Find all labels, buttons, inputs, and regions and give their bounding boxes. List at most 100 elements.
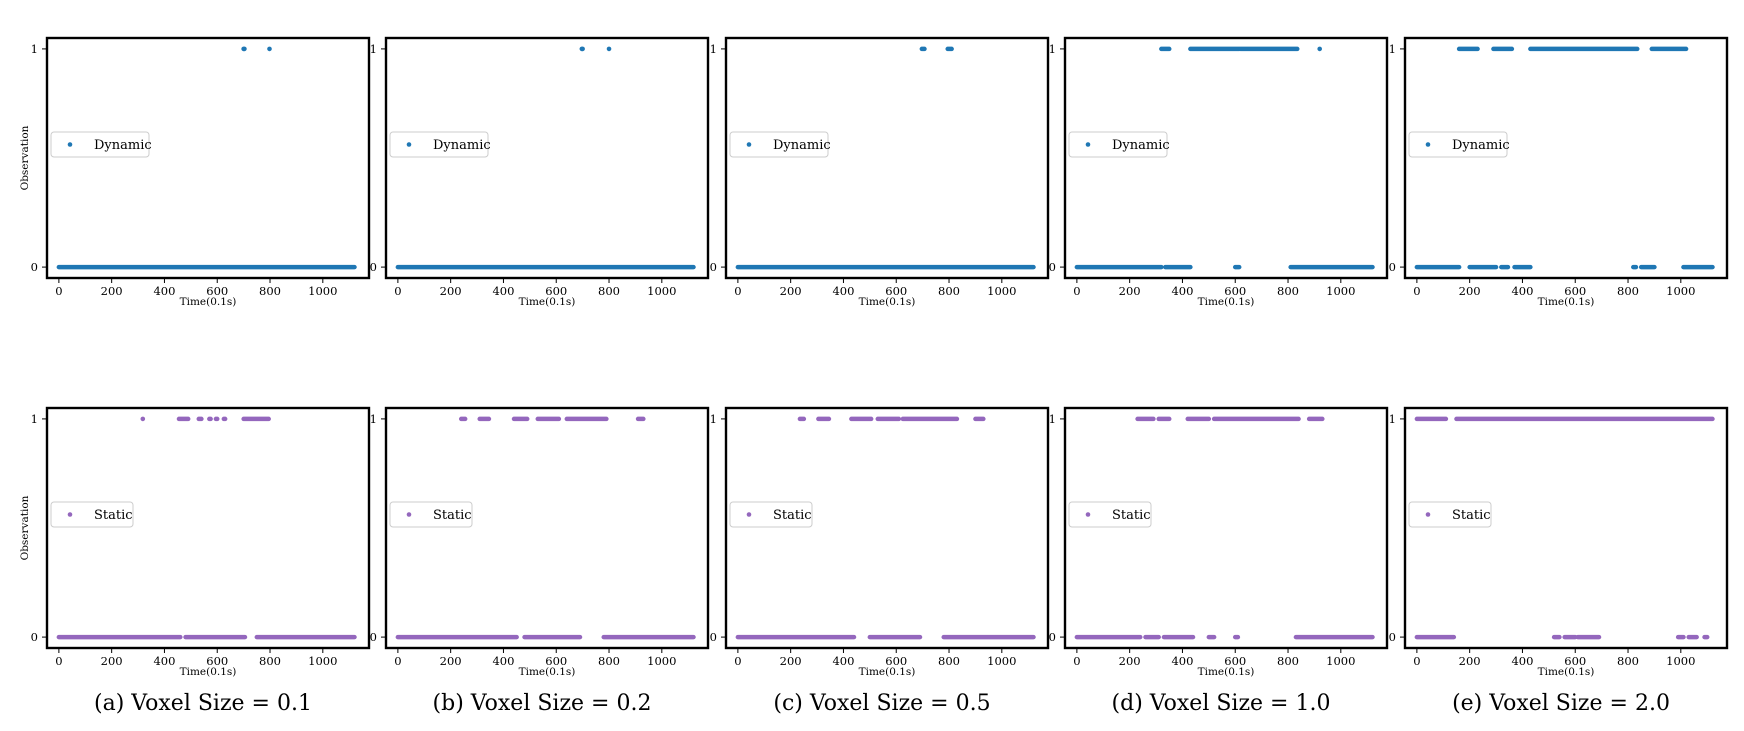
legend-box xyxy=(389,501,473,528)
x-tick-label: 800 xyxy=(938,284,960,298)
x-tick-label: 0 xyxy=(1073,284,1080,298)
x-tick-label: 800 xyxy=(1277,284,1299,298)
x-tick-label: 1000 xyxy=(1666,284,1695,298)
x-tick-label: 1000 xyxy=(1666,654,1695,668)
axes-frame xyxy=(1403,406,1729,650)
x-tick-label: 600 xyxy=(1564,284,1586,298)
caption-2: (b) Voxel Size = 0.2 xyxy=(433,691,652,716)
x-axis-label: Time(0.1s) xyxy=(859,666,916,678)
x-tick-label: 1000 xyxy=(647,284,676,298)
x-tick-label: 600 xyxy=(1224,284,1246,298)
legend-marker xyxy=(67,142,73,147)
x-tick-label: 600 xyxy=(1564,654,1586,668)
caption-4: (d) Voxel Size = 1.0 xyxy=(1112,691,1331,716)
x-tick-label: 0 xyxy=(1073,654,1080,668)
legend-box xyxy=(729,131,829,158)
y-axis-label: Observation xyxy=(19,125,31,190)
axes-frame xyxy=(45,406,371,650)
y-tick-label: 0 xyxy=(1389,630,1396,644)
y-tick-label: 0 xyxy=(1049,630,1056,644)
y-tick-label: 1 xyxy=(1389,412,1396,426)
y-tick-label: 1 xyxy=(1049,412,1056,426)
x-tick-label: 400 xyxy=(153,654,175,668)
legend-marker xyxy=(1425,512,1431,517)
legend-label: Dynamic xyxy=(433,138,491,153)
data-point-ones-1 xyxy=(580,46,585,52)
x-tick-label: 400 xyxy=(832,284,854,298)
x-tick-label: 600 xyxy=(545,284,567,298)
x-axis-label: Time(0.1s) xyxy=(519,666,576,678)
axes-frame xyxy=(1063,36,1389,280)
chart-panel-static-5: 0 200 400 600 800 1000 0 1 Time(0.1s) Static xyxy=(1389,406,1729,678)
data-point-ones-2 xyxy=(606,46,612,52)
x-tick-label: 1000 xyxy=(308,654,337,668)
x-tick-label: 200 xyxy=(1119,654,1141,668)
x-tick-label: 200 xyxy=(1119,284,1141,298)
y-tick-label: 0 xyxy=(710,630,717,644)
legend-label: Dynamic xyxy=(1452,138,1510,153)
x-tick-label: 200 xyxy=(101,654,123,668)
x-axis-label: Time(0.1s) xyxy=(1198,296,1255,308)
x-tick-label: 200 xyxy=(440,654,462,668)
legend-box xyxy=(1408,131,1508,158)
x-tick-label: 800 xyxy=(1277,654,1299,668)
chart-panel-dynamic-2: 0 200 400 600 800 1000 0 1 Time(0.1s) Dynamic xyxy=(370,36,710,308)
x-tick-label: 0 xyxy=(394,284,401,298)
axes-frame xyxy=(1403,36,1729,280)
chart-panel-static-2: 0 200 400 600 800 1000 0 1 Time(0.1s) Static xyxy=(370,406,710,678)
legend-box xyxy=(50,501,134,528)
legend-marker xyxy=(406,512,412,517)
data-point-ones-2 xyxy=(267,46,272,52)
data-point-ones-0 xyxy=(140,416,146,422)
x-tick-label: 400 xyxy=(492,284,514,298)
y-tick-label: 1 xyxy=(31,412,38,426)
x-tick-label: 200 xyxy=(780,654,802,668)
axes-frame xyxy=(384,406,710,650)
x-tick-label: 600 xyxy=(1224,654,1246,668)
x-tick-label: 1000 xyxy=(987,654,1016,668)
legend-marker xyxy=(746,512,752,517)
x-tick-label: 0 xyxy=(394,654,401,668)
x-tick-label: 800 xyxy=(938,654,960,668)
legend-label: Dynamic xyxy=(1112,138,1170,153)
legend-marker xyxy=(67,512,73,517)
legend-label: Static xyxy=(1112,508,1151,523)
x-tick-label: 800 xyxy=(598,284,620,298)
y-tick-label: 0 xyxy=(710,260,717,274)
x-tick-label: 800 xyxy=(1617,284,1639,298)
y-tick-label: 0 xyxy=(1389,260,1396,274)
x-tick-label: 1000 xyxy=(1326,654,1355,668)
y-tick-label: 1 xyxy=(710,42,717,56)
y-tick-label: 0 xyxy=(1049,260,1056,274)
x-tick-label: 800 xyxy=(1617,654,1639,668)
x-tick-label: 1000 xyxy=(1326,284,1355,298)
x-tick-label: 600 xyxy=(206,654,228,668)
x-tick-label: 200 xyxy=(780,284,802,298)
legend-label: Dynamic xyxy=(94,138,152,153)
x-tick-label: 600 xyxy=(206,284,228,298)
x-axis-label: Time(0.1s) xyxy=(1198,666,1255,678)
legend-marker xyxy=(406,142,412,147)
chart-panel-dynamic-1: 0 200 400 600 800 1000 0 1 Time(0.1s) Observation… xyxy=(19,36,371,308)
caption-1: (a) Voxel Size = 0.1 xyxy=(94,691,312,716)
legend-marker xyxy=(1085,142,1091,147)
x-tick-label: 400 xyxy=(1171,284,1193,298)
legend-label: Dynamic xyxy=(773,138,831,153)
x-tick-label: 600 xyxy=(545,654,567,668)
chart-panel-static-1: 0 200 400 600 800 1000 0 1 Time(0.1s) Observation… xyxy=(19,406,371,678)
caption-3: (c) Voxel Size = 0.5 xyxy=(773,691,990,716)
x-tick-label: 800 xyxy=(259,284,281,298)
legend-label: Static xyxy=(1452,508,1491,523)
x-axis-label: Time(0.1s) xyxy=(1538,666,1595,678)
axes-frame xyxy=(384,36,710,280)
y-axis-label: Observation xyxy=(19,495,31,560)
y-tick-label: 1 xyxy=(31,42,38,56)
x-axis-label: Time(0.1s) xyxy=(180,296,237,308)
y-tick-label: 0 xyxy=(370,260,377,274)
x-axis-label: Time(0.1s) xyxy=(859,296,916,308)
x-axis-label: Time(0.1s) xyxy=(1538,296,1595,308)
x-tick-label: 1000 xyxy=(308,284,337,298)
x-tick-label: 400 xyxy=(492,654,514,668)
x-tick-label: 0 xyxy=(55,284,62,298)
